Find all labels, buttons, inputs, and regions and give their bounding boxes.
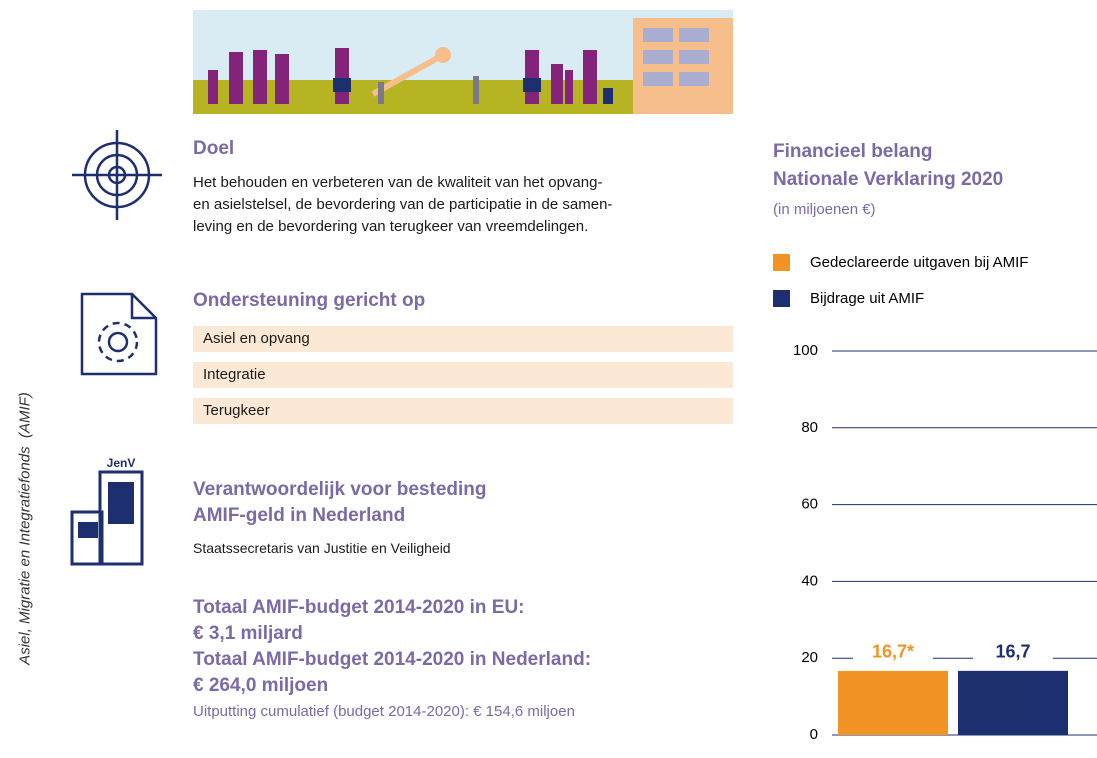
legend-label: Gedeclareerde uitgaven bij AMIF (810, 254, 1028, 271)
banner (193, 10, 733, 114)
paragraph-line: en asielstelsel, de bevordering van de p… (193, 194, 612, 216)
target-icon (70, 128, 164, 222)
data-label: 16,7 (995, 642, 1030, 662)
budget-line: € 264,0 miljoen (193, 673, 591, 699)
logo-text: JenV (107, 458, 136, 470)
y-tick-label: 60 (801, 496, 818, 513)
document-icon (80, 292, 160, 376)
building-icon: JenV (70, 458, 166, 566)
budget-line: Totaal AMIF-budget 2014-2020 in EU: (193, 595, 591, 621)
side-label: Asiel, Migratie en Integratiefonds (AMIF… (17, 369, 34, 689)
legend-swatch (773, 290, 790, 307)
paragraph-line: Het behouden en verbeteren van de kwalit… (193, 172, 612, 194)
page: Asiel, Migratie en Integratiefonds (AMIF… (0, 0, 1097, 758)
bar (838, 671, 948, 735)
legend-label: Bijdrage uit AMIF (810, 290, 924, 307)
y-tick-label: 0 (810, 726, 818, 743)
support-item: Terugkeer (193, 398, 733, 424)
budget-note: Uitputting cumulatief (budget 2014-2020)… (193, 703, 575, 720)
paragraph-line: leving en de bevordering van terugkeer v… (193, 216, 612, 238)
data-label: 16,7* (872, 642, 914, 662)
text: Staatssecretaris van Justitie en Veiligh… (193, 537, 451, 559)
chart-title: Financieel belang Nationale Verklaring 2… (773, 138, 1003, 194)
support-item: Asiel en opvang (193, 326, 733, 352)
heading: Ondersteuning gericht op (193, 290, 425, 312)
bar (958, 671, 1068, 735)
heading-line: AMIF-geld in Nederland (193, 503, 487, 529)
legend-swatch (773, 254, 790, 271)
heading-line: Verantwoordelijk voor besteding (193, 477, 487, 503)
y-tick-label: 100 (793, 342, 818, 359)
budget-line: € 3,1 miljard (193, 621, 591, 647)
y-tick-label: 20 (801, 649, 818, 666)
chart: Gedeclareerde uitgaven bij AMIF Bijdrage … (760, 240, 1097, 750)
chart-subtitle: (in miljoenen €) (773, 201, 876, 218)
y-tick-label: 80 (801, 419, 818, 436)
y-tick-label: 40 (801, 572, 818, 589)
heading: Doel (193, 138, 234, 160)
budget-line: Totaal AMIF-budget 2014-2020 in Nederlan… (193, 647, 591, 673)
support-item: Integratie (193, 362, 733, 388)
